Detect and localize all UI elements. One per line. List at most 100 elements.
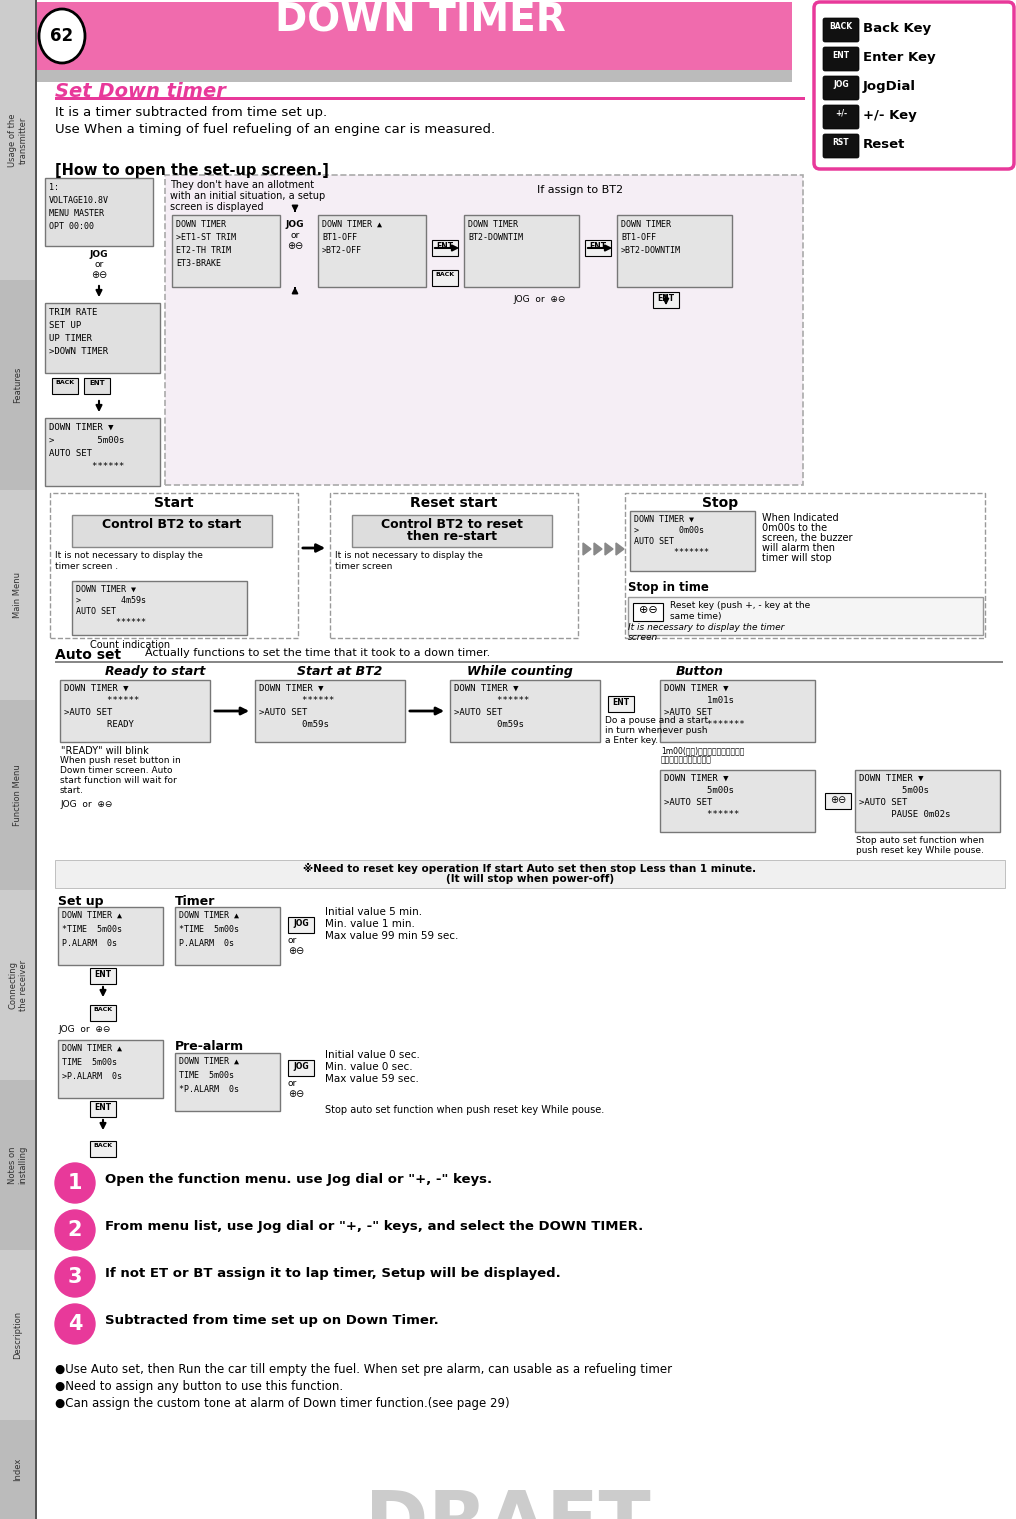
Text: ENT: ENT — [94, 971, 112, 980]
Text: When push reset button in: When push reset button in — [60, 756, 181, 766]
Text: ******: ****** — [49, 462, 124, 471]
Text: When Indicated: When Indicated — [762, 513, 838, 523]
Text: DOWN TIMER ▼: DOWN TIMER ▼ — [859, 775, 924, 782]
Text: Connecting
the receiver: Connecting the receiver — [8, 960, 27, 1010]
Text: TIME  5m00s: TIME 5m00s — [179, 1071, 234, 1080]
Text: Count indication: Count indication — [90, 639, 170, 650]
Text: Timer: Timer — [175, 895, 215, 908]
Text: push reset key While pouse.: push reset key While pouse. — [856, 846, 983, 855]
Text: >AUTO SET: >AUTO SET — [259, 708, 308, 717]
Text: TIME  5m00s: TIME 5m00s — [62, 1059, 117, 1066]
Text: DOWN TIMER ▼: DOWN TIMER ▼ — [49, 422, 114, 431]
Text: >DOWN TIMER: >DOWN TIMER — [49, 346, 108, 355]
Text: Down timer screen. Auto: Down timer screen. Auto — [60, 766, 173, 775]
Text: TRIM RATE: TRIM RATE — [49, 308, 98, 317]
Text: Initial value 0 sec.: Initial value 0 sec. — [325, 1050, 420, 1060]
Bar — [175, 1053, 280, 1110]
Text: ENT: ENT — [832, 52, 849, 59]
Text: 1:: 1: — [49, 182, 59, 191]
Text: Notes on
installing: Notes on installing — [8, 1145, 27, 1185]
Text: Max value 59 sec.: Max value 59 sec. — [325, 1074, 419, 1085]
Text: DOWN TIMER ▲: DOWN TIMER ▲ — [62, 911, 122, 921]
Text: AUTO SET: AUTO SET — [76, 608, 116, 617]
Text: ●Need to assign any button to use this function.: ●Need to assign any button to use this f… — [55, 1379, 343, 1393]
Text: >AUTO SET: >AUTO SET — [64, 708, 113, 717]
Text: or: or — [288, 1078, 298, 1088]
Text: "READY" will blink: "READY" will blink — [61, 746, 149, 756]
Text: Max value 99 min 59 sec.: Max value 99 min 59 sec. — [325, 931, 458, 940]
Text: JOG  or  ⊕⊖: JOG or ⊕⊖ — [58, 1025, 111, 1034]
Text: It is not necessary to display the: It is not necessary to display the — [335, 551, 483, 561]
Text: ⊕⊖: ⊕⊖ — [639, 605, 657, 615]
Circle shape — [55, 1258, 96, 1297]
Text: Usage of the
transmitter: Usage of the transmitter — [8, 114, 27, 167]
Text: Main Menu: Main Menu — [13, 573, 22, 618]
Bar — [630, 510, 755, 571]
Bar — [855, 770, 1000, 832]
Text: DOWN TIMER ▲: DOWN TIMER ▲ — [179, 1057, 239, 1066]
Text: MENU MASTER: MENU MASTER — [49, 210, 104, 219]
Bar — [52, 378, 78, 393]
Text: in turn whenever push: in turn whenever push — [605, 726, 707, 735]
Text: Back Key: Back Key — [863, 21, 931, 35]
Bar — [464, 216, 579, 287]
Bar — [84, 378, 110, 393]
Text: ⊕⊖: ⊕⊖ — [288, 1089, 304, 1100]
Bar — [0, 700, 36, 890]
Bar — [0, 1080, 36, 1250]
Text: >BT2-OFF: >BT2-OFF — [322, 246, 362, 255]
Text: Index: Index — [13, 1458, 22, 1481]
Text: or: or — [288, 936, 298, 945]
Text: DOWN TIMER ▼: DOWN TIMER ▼ — [259, 684, 323, 693]
Text: timer will stop: timer will stop — [762, 553, 832, 564]
Text: Use When a timing of fuel refueling of an engine car is measured.: Use When a timing of fuel refueling of a… — [55, 123, 495, 137]
Text: [How to open the set-up screen.]: [How to open the set-up screen.] — [55, 163, 329, 178]
Text: start.: start. — [60, 785, 84, 794]
Text: JOG: JOG — [294, 919, 309, 928]
Text: OPT 00:00: OPT 00:00 — [49, 222, 94, 231]
Bar — [255, 681, 405, 741]
Bar — [45, 302, 160, 374]
Text: ENT: ENT — [94, 1103, 112, 1112]
Bar — [172, 216, 280, 287]
Text: DOWN TIMER: DOWN TIMER — [621, 220, 671, 229]
Bar — [58, 907, 163, 965]
Text: P.ALARM  0s: P.ALARM 0s — [179, 939, 234, 948]
Bar — [0, 1420, 36, 1519]
Text: DOWN TIMER ▲: DOWN TIMER ▲ — [322, 220, 382, 229]
Text: PAUSE 0m02s: PAUSE 0m02s — [859, 810, 950, 819]
Text: *******: ******* — [664, 720, 745, 729]
Text: It is not necessary to display the: It is not necessary to display the — [55, 551, 203, 561]
Text: RST: RST — [833, 138, 849, 147]
Text: Do a pouse and a start: Do a pouse and a start — [605, 715, 708, 725]
Text: BT2-DOWNTIM: BT2-DOWNTIM — [468, 232, 523, 242]
Text: Stop in time: Stop in time — [628, 580, 709, 594]
Text: 0m59s: 0m59s — [454, 720, 524, 729]
Text: >        4m59s: > 4m59s — [76, 595, 146, 605]
Text: *TIME  5m00s: *TIME 5m00s — [179, 925, 239, 934]
Bar — [72, 580, 247, 635]
Text: DOWN TIMER: DOWN TIMER — [468, 220, 518, 229]
Bar — [165, 175, 803, 485]
Text: Control BT2 to start: Control BT2 to start — [103, 518, 242, 532]
Text: JOG: JOG — [294, 1062, 309, 1071]
Bar — [0, 0, 36, 279]
Bar — [318, 216, 426, 287]
Text: 5m00s: 5m00s — [859, 785, 929, 794]
Text: Set up: Set up — [58, 895, 104, 908]
Bar — [37, 70, 792, 82]
Text: While counting: While counting — [467, 665, 573, 677]
Text: ENT: ENT — [589, 242, 607, 251]
Text: If assign to BT2: If assign to BT2 — [536, 185, 623, 194]
Text: BT1-OFF: BT1-OFF — [621, 232, 656, 242]
Text: (It will stop when power-off): (It will stop when power-off) — [446, 873, 614, 884]
Bar — [352, 515, 552, 547]
Text: 1m00(以上)の場合は、タイマーが: 1m00(以上)の場合は、タイマーが — [661, 746, 745, 755]
Text: BACK: BACK — [93, 1007, 113, 1012]
Circle shape — [55, 1303, 96, 1344]
FancyBboxPatch shape — [814, 2, 1014, 169]
Ellipse shape — [39, 9, 85, 62]
Text: Description: Description — [13, 1311, 22, 1360]
Text: with an initial situation, a setup: with an initial situation, a setup — [170, 191, 325, 201]
Bar — [175, 907, 280, 965]
